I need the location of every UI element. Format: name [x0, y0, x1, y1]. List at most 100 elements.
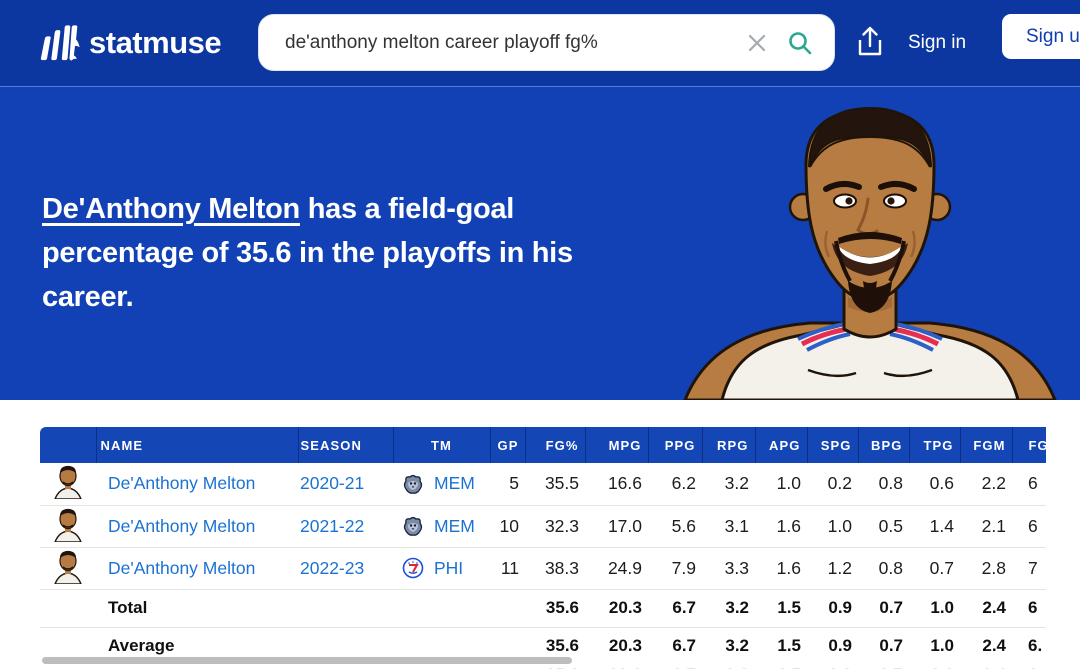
average-mpg: 20.3 [585, 627, 648, 665]
stat-gp: 10 [490, 505, 525, 548]
col-header-fga: FGA [1011, 427, 1046, 463]
stat-spg: 0.2 [807, 463, 858, 506]
table-row: De'Anthony Melton 2021-22 MEM 10 32.3 17… [40, 505, 1046, 548]
average-tpg: 1.0 [909, 627, 960, 665]
stats-table-scroll-area: NAME SEASON TM GP FG% MPG PPG RPG APG SP… [40, 427, 1046, 665]
col-header-bpg: BPG [857, 427, 909, 463]
stat-bpg: 0.8 [858, 547, 909, 590]
stat-apg: 1.6 [755, 547, 807, 590]
col-header-spg: SPG [806, 427, 858, 463]
stat-gp: 5 [490, 463, 525, 506]
stat-bpg: 0.8 [858, 463, 909, 506]
average-fgm: 2.4 [960, 627, 1012, 665]
answer-text: De'Anthony Melton has a field-goal perce… [42, 187, 657, 319]
stat-tpg: 0.7 [909, 547, 960, 590]
stat-spg: 1.0 [807, 505, 858, 548]
stat-rpg: 3.1 [702, 505, 755, 548]
horizontal-scrollbar-thumb[interactable] [42, 657, 572, 664]
navbar: statmuse Sign in Sign up [0, 0, 1080, 86]
season-link[interactable]: 2022-23 [300, 557, 365, 578]
col-header-fgpct: FG% [524, 427, 585, 463]
stat-tpg: 0.6 [909, 463, 960, 506]
stat-mpg: 24.9 [585, 547, 648, 590]
average-spg: 0.9 [807, 627, 858, 665]
col-header-fgm: FGM [959, 427, 1012, 463]
sign-in-link[interactable]: Sign in [908, 32, 967, 53]
player-avatar [40, 547, 96, 590]
stat-ppg: 7.9 [648, 547, 702, 590]
cutoff-row-hint: 35.6 20.3 6.7 3.2 1.5 0.9 0.7 1.0 2.4 6. [40, 665, 1046, 669]
player-link[interactable]: De'Anthony Melton [42, 193, 300, 225]
stat-bpg: 0.5 [858, 505, 909, 548]
answer-rest: has a field-goal percentage of 35.6 in t… [42, 193, 573, 313]
col-header-mpg: MPG [584, 427, 648, 463]
total-mpg: 20.3 [585, 589, 648, 628]
total-rpg: 3.2 [702, 589, 755, 628]
clear-search-button[interactable] [740, 26, 774, 60]
statmuse-logo[interactable]: statmuse [38, 23, 222, 63]
stat-fgm: 2.1 [960, 505, 1012, 548]
team-link[interactable]: PHI [434, 557, 464, 578]
player-name-link[interactable]: De'Anthony Melton [108, 515, 256, 536]
col-header-tm: TM [392, 427, 490, 463]
stat-fgm: 2.8 [960, 547, 1012, 590]
team-link[interactable]: MEM [434, 473, 475, 494]
total-fgpct: 35.6 [525, 589, 585, 628]
stat-rpg: 3.3 [702, 547, 755, 590]
table-row: De'Anthony Melton 2020-21 MEM 5 35.5 16.… [40, 463, 1046, 506]
share-button[interactable] [851, 22, 889, 62]
stat-fgpct: 35.5 [525, 463, 585, 506]
col-header-season: SEASON [297, 427, 393, 463]
sign-up-button[interactable]: Sign up [1002, 14, 1080, 59]
upload-arrow-icon [858, 26, 882, 56]
col-header-rpg: RPG [701, 427, 755, 463]
grizzlies-logo [403, 474, 423, 494]
statmuse-logo-icon [40, 25, 80, 61]
grizzlies-logo [403, 516, 423, 536]
total-ppg: 6.7 [648, 589, 702, 628]
player-avatar [40, 463, 96, 506]
stat-ppg: 5.6 [648, 505, 702, 548]
search-input[interactable] [285, 31, 740, 54]
total-bpg: 0.7 [858, 589, 909, 628]
table-header-row: NAME SEASON TM GP FG% MPG PPG RPG APG SP… [40, 427, 1046, 463]
total-spg: 0.9 [807, 589, 858, 628]
stat-apg: 1.6 [755, 505, 807, 548]
stats-section: NAME SEASON TM GP FG% MPG PPG RPG APG SP… [0, 427, 1080, 669]
stat-mpg: 17.0 [585, 505, 648, 548]
average-apg: 1.5 [755, 627, 807, 665]
player-name-link[interactable]: De'Anthony Melton [108, 473, 256, 494]
stat-fga: 6 [1012, 505, 1046, 548]
search-icon [789, 31, 812, 54]
col-header-gp: GP [489, 427, 525, 463]
average-fgpct: 35.6 [525, 627, 585, 665]
avatar-column-header [40, 427, 96, 463]
stat-mpg: 16.6 [585, 463, 648, 506]
stat-ppg: 6.2 [648, 463, 702, 506]
x-icon [748, 34, 766, 51]
total-fgm: 2.4 [960, 589, 1012, 628]
table-row: De'Anthony Melton 2022-23 PHI 11 38.3 24… [40, 547, 1046, 590]
player-name-link[interactable]: De'Anthony Melton [108, 557, 256, 578]
search-bar [258, 14, 835, 71]
stat-spg: 1.2 [807, 547, 858, 590]
season-link[interactable]: 2020-21 [300, 473, 365, 494]
hero-answer-section: De'Anthony Melton has a field-goal perce… [0, 86, 1080, 400]
stat-fga: 7 [1012, 547, 1046, 590]
average-rpg: 3.2 [702, 627, 755, 665]
col-header-ppg: PPG [647, 427, 702, 463]
col-header-name: NAME [95, 427, 298, 463]
search-submit-button[interactable] [782, 25, 818, 61]
stat-fgm: 2.2 [960, 463, 1012, 506]
total-tpg: 1.0 [909, 589, 960, 628]
season-link[interactable]: 2021-22 [300, 515, 365, 536]
stat-fga: 6 [1012, 463, 1046, 506]
team-link[interactable]: MEM [434, 515, 475, 536]
total-label: Total [96, 589, 298, 628]
stat-apg: 1.0 [755, 463, 807, 506]
total-fga: 6 [1012, 589, 1046, 628]
average-fga: 6. [1012, 627, 1046, 665]
76ers-logo [402, 557, 424, 579]
stat-tpg: 1.4 [909, 505, 960, 548]
col-header-apg: APG [754, 427, 807, 463]
